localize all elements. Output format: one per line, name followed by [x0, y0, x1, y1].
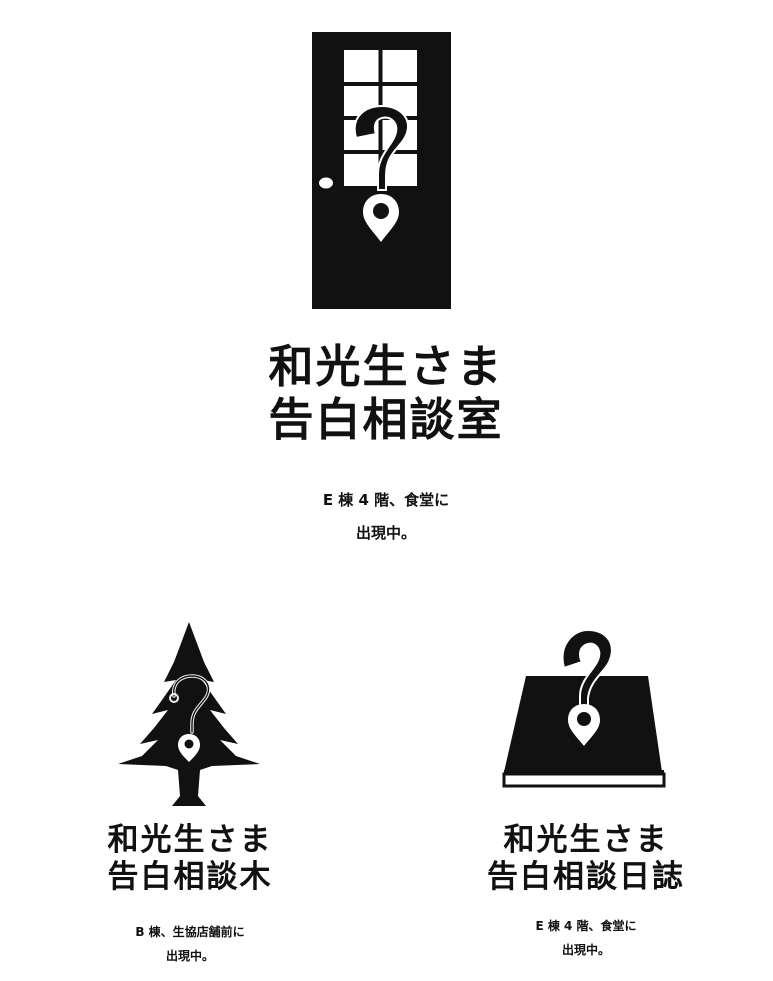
left-title: 和光生さま 告白相談木	[40, 822, 340, 895]
main-caption-line1: E 棟 4 階、食堂に	[322, 491, 450, 509]
left-title-line2: 告白相談木	[107, 858, 273, 895]
main-title-line2: 告白相談室	[268, 393, 504, 447]
main-title: 和光生さま 告白相談室	[186, 340, 586, 446]
left-caption-line2: 出現中。	[165, 949, 214, 963]
main-title-line1: 和光生さま	[268, 340, 504, 393]
right-title-line2: 告白相談日誌	[487, 858, 685, 895]
left-caption-line1: B 棟、生協店舗前に	[135, 925, 245, 939]
right-caption-line1: E 棟 4 階、食堂に	[535, 919, 637, 933]
left-caption: B 棟、生協店舗前に 出現中。	[40, 920, 340, 968]
right-title-line1: 和光生さま	[503, 822, 669, 858]
tree-question-pin-icon	[116, 620, 262, 808]
door-question-pin-icon	[306, 28, 456, 312]
book-question-pin-icon	[500, 624, 670, 792]
right-title: 和光生さま 告白相談日誌	[436, 822, 736, 895]
left-title-line1: 和光生さま	[107, 822, 273, 858]
main-caption-line2: 出現中。	[355, 524, 416, 542]
right-caption-line2: 出現中。	[561, 943, 610, 957]
right-caption: E 棟 4 階、食堂に 出現中。	[436, 914, 736, 962]
main-caption: E 棟 4 階、食堂に 出現中。	[236, 484, 536, 550]
